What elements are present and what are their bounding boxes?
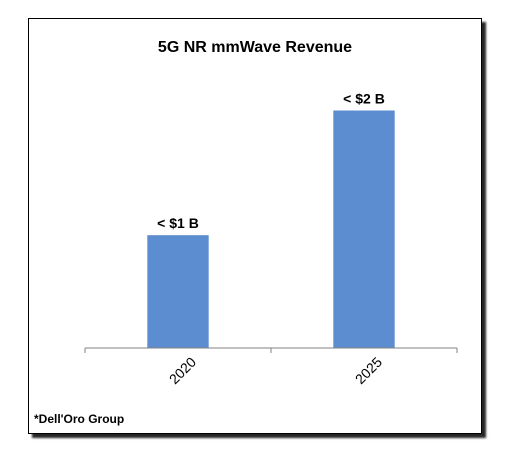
chart-frame: 5G NR mmWave Revenue < $1 B < $2 B 2020 20…	[28, 18, 482, 434]
source-note: *Dell'Oro Group	[34, 412, 124, 426]
x-tick-label-2025: 2025	[352, 354, 385, 387]
bar-2025	[333, 110, 395, 348]
bars-layer: < $1 B < $2 B	[147, 91, 395, 348]
data-label-2020: < $1 B	[157, 215, 199, 231]
bar-2020	[147, 235, 209, 348]
x-tick-label-2020: 2020	[166, 354, 199, 387]
chart-title: 5G NR mmWave Revenue	[158, 39, 352, 56]
data-label-2025: < $2 B	[343, 91, 385, 107]
bar-chart: 5G NR mmWave Revenue < $1 B< $2 B 2020 20…	[34, 39, 458, 426]
ticks-layer: 2020 2025	[84, 348, 458, 387]
